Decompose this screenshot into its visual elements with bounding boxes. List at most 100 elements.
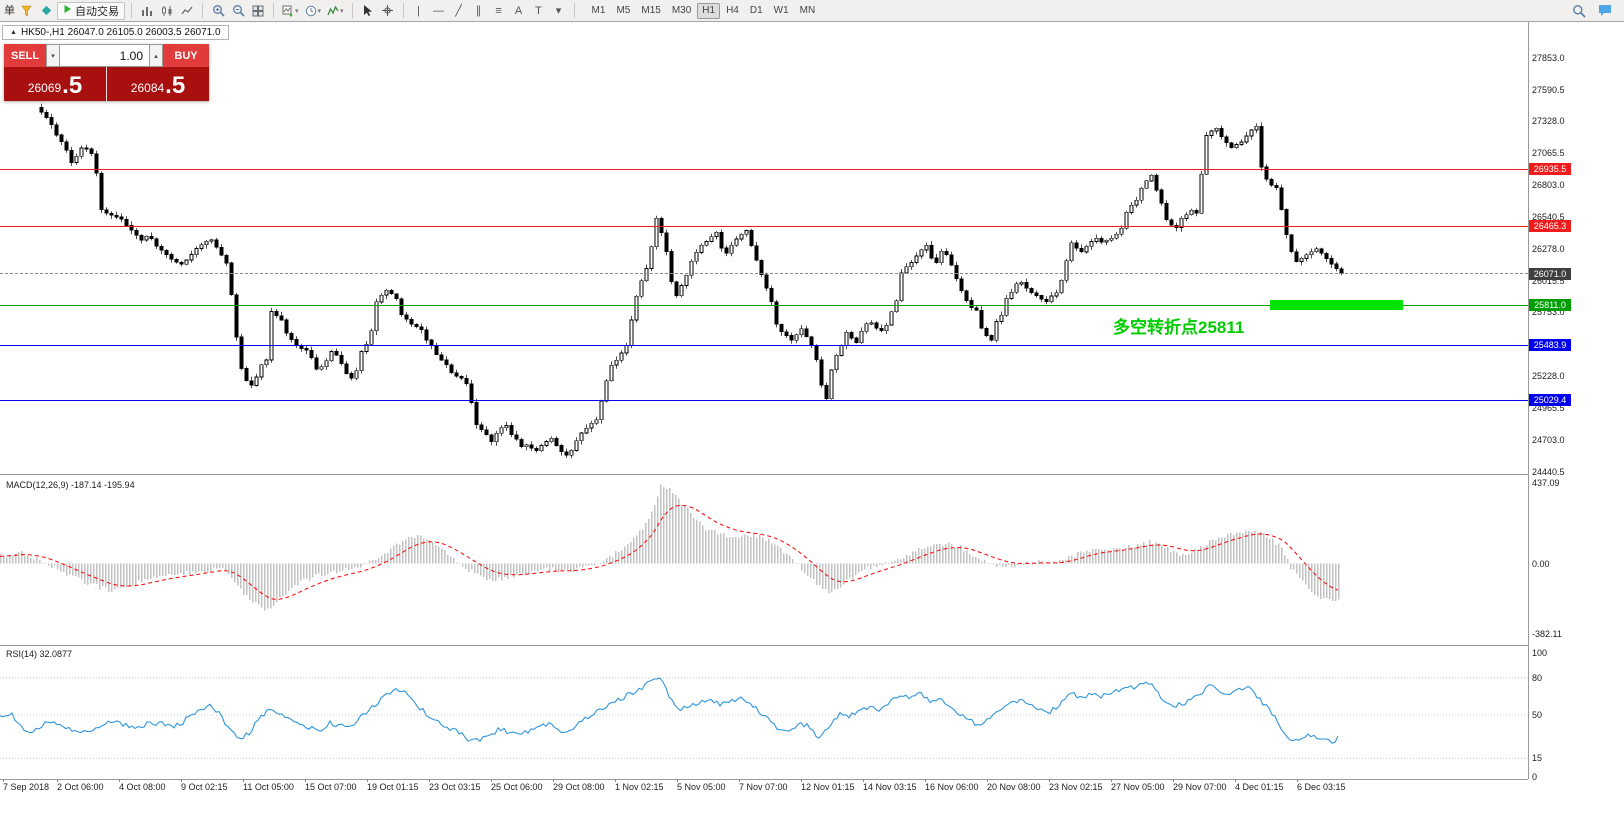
timeframe-m15[interactable]: M15 [641,5,661,16]
bar-chart-icon[interactable] [138,2,156,20]
shapes-icon[interactable]: ▾ [555,4,562,17]
timeframe-h4[interactable]: H4 [726,5,739,16]
time-tick-mark [429,779,430,782]
volume-down-button[interactable]: ▾ [46,44,60,67]
line-chart-icon[interactable] [178,2,196,20]
time-axis-label: 12 Nov 01:15 [801,782,855,792]
rsi-tick-label: 0 [1532,772,1538,782]
periods-icon[interactable]: ▾ [303,2,324,20]
price-tick-label: 24965.5 [1532,402,1565,413]
rsi-tick-label: 15 [1532,753,1543,764]
cursor-icon[interactable] [359,2,377,20]
price-tick-label: 26540.5 [1532,211,1565,222]
macd-pane[interactable] [0,477,1528,644]
chart-title-chip[interactable]: ▲ HK50-,H1 26047.0 26105.0 26003.5 26071… [2,25,229,40]
time-axis-label: 23 Oct 03:15 [429,782,481,792]
time-tick-mark [863,779,864,782]
chart-annotation-text[interactable]: 多空转折点25811 [1113,318,1245,338]
rsi-tick-label: 100 [1532,648,1548,658]
price-axis-border [1528,22,1529,779]
macd-tick-label: 437.09 [1532,478,1560,488]
pane-splitter[interactable] [0,645,1528,646]
crosshair-icon[interactable] [379,2,397,20]
chevron-down-icon: ▾ [340,7,344,15]
timeframe-m1[interactable]: M1 [591,5,606,16]
volume-input[interactable] [60,44,149,67]
level-price-axis-box[interactable]: 25483.9 [1529,339,1571,351]
zoom-out-icon[interactable] [229,2,247,20]
search-icon[interactable] [1570,2,1588,20]
chevron-down-icon: ▾ [295,7,299,15]
chat-icon[interactable] [1596,2,1614,20]
text-icon[interactable]: A [514,4,523,17]
buy-price-button[interactable]: 26084 .5 [107,67,209,101]
time-axis-label: 29 Oct 08:00 [553,782,605,792]
rsi-pane[interactable] [0,646,1528,779]
horizontal-line-icon[interactable]: — [433,4,445,17]
time-tick-mark [553,779,554,782]
new-chart-icon[interactable]: ▾ [280,2,301,20]
time-tick-mark [1173,779,1174,782]
time-axis-label: 25 Oct 06:00 [491,782,543,792]
level-price-axis-box[interactable]: 26935.5 [1529,163,1571,175]
autotrading-button[interactable]: 自动交易 [57,1,125,20]
horizontal-level-line[interactable] [0,399,1528,401]
candlestick-chart-icon[interactable] [158,2,176,20]
time-axis-label: 7 Nov 07:00 [739,782,788,792]
horizontal-level-line[interactable] [0,344,1528,346]
time-tick-mark [677,779,678,782]
volume-up-button[interactable]: ▴ [149,44,163,67]
price-axis[interactable]: 26935.5 26465.3 26071.0 25811.0 25483.9 25029… [1529,22,1624,782]
rsi-label: RSI(14) 32.0877 [6,649,73,659]
current-price-axis-box[interactable]: 26071.0 [1529,267,1571,280]
arrows-icon[interactable]: T [535,4,542,17]
horizontal-level-line[interactable] [0,168,1528,170]
zoom-in-icon[interactable] [209,2,227,20]
sell-price-button[interactable]: 26069 .5 [4,67,107,101]
pane-splitter[interactable] [0,779,1528,780]
level-price-axis-box[interactable]: 26465.3 [1529,220,1571,232]
buy-button[interactable]: BUY [163,44,209,67]
timeframe-mn[interactable]: MN [799,5,816,16]
time-tick-mark [987,779,988,782]
sell-button[interactable]: SELL [4,44,46,67]
current-price-line[interactable] [0,273,1528,275]
toolbar-separator [202,3,203,18]
timeframe-h1[interactable]: H1 [697,2,721,19]
new-order-icon[interactable] [17,2,35,20]
macd-tick-label: -382.11 [1532,629,1562,639]
horizontal-level-line[interactable] [0,225,1528,227]
pane-splitter[interactable] [0,474,1528,475]
timeframe-m30[interactable]: M30 [671,5,692,16]
level-price-axis-box[interactable]: 25029.4 [1529,394,1571,407]
time-axis-label: 15 Oct 07:00 [305,782,357,792]
time-tick-mark [801,779,802,782]
toolbar-right-group [1570,2,1620,20]
time-axis-label: 4 Dec 01:15 [1235,782,1284,792]
trendline-icon[interactable]: ╱ [455,4,462,17]
timeframe-group: M1 M5 M15 M30 H1 H4 D1 W1 MN [587,2,821,19]
time-axis-label: 7 Sep 2018 [3,782,50,792]
tile-windows-icon[interactable] [249,2,267,20]
chart-tab-icon: ▲ [10,29,17,36]
buy-price-main: 26084 [130,81,165,95]
order-menu-text[interactable]: 单 [4,4,15,17]
highlight-bar[interactable] [1270,299,1403,310]
chart-title: HK50-,H1 26047.0 26105.0 26003.5 26071.0 [20,27,221,38]
main-chart-pane[interactable] [0,22,1528,474]
profile-icon[interactable] [37,2,55,20]
indicators-icon[interactable]: ▾ [325,2,346,20]
fibonacci-icon[interactable]: ≡ [495,4,502,17]
timeframe-d1[interactable]: D1 [749,5,763,16]
channel-icon[interactable]: ∥ [475,4,482,17]
horizontal-level-line[interactable] [0,304,1528,306]
timeframe-w1[interactable]: W1 [773,5,789,16]
time-axis[interactable]: 7 Sep 2018 2 Oct 06:00 4 Oct 08:00 9 Oct 02… [0,779,1528,797]
vertical-line-icon[interactable]: | [417,4,420,17]
level-price-axis-box[interactable]: 25811.0 [1529,299,1571,312]
time-tick-mark [57,779,58,782]
time-axis-label: 27 Nov 05:00 [1111,782,1165,792]
time-tick-mark [1235,779,1236,782]
timeframe-m5[interactable]: M5 [616,5,631,16]
